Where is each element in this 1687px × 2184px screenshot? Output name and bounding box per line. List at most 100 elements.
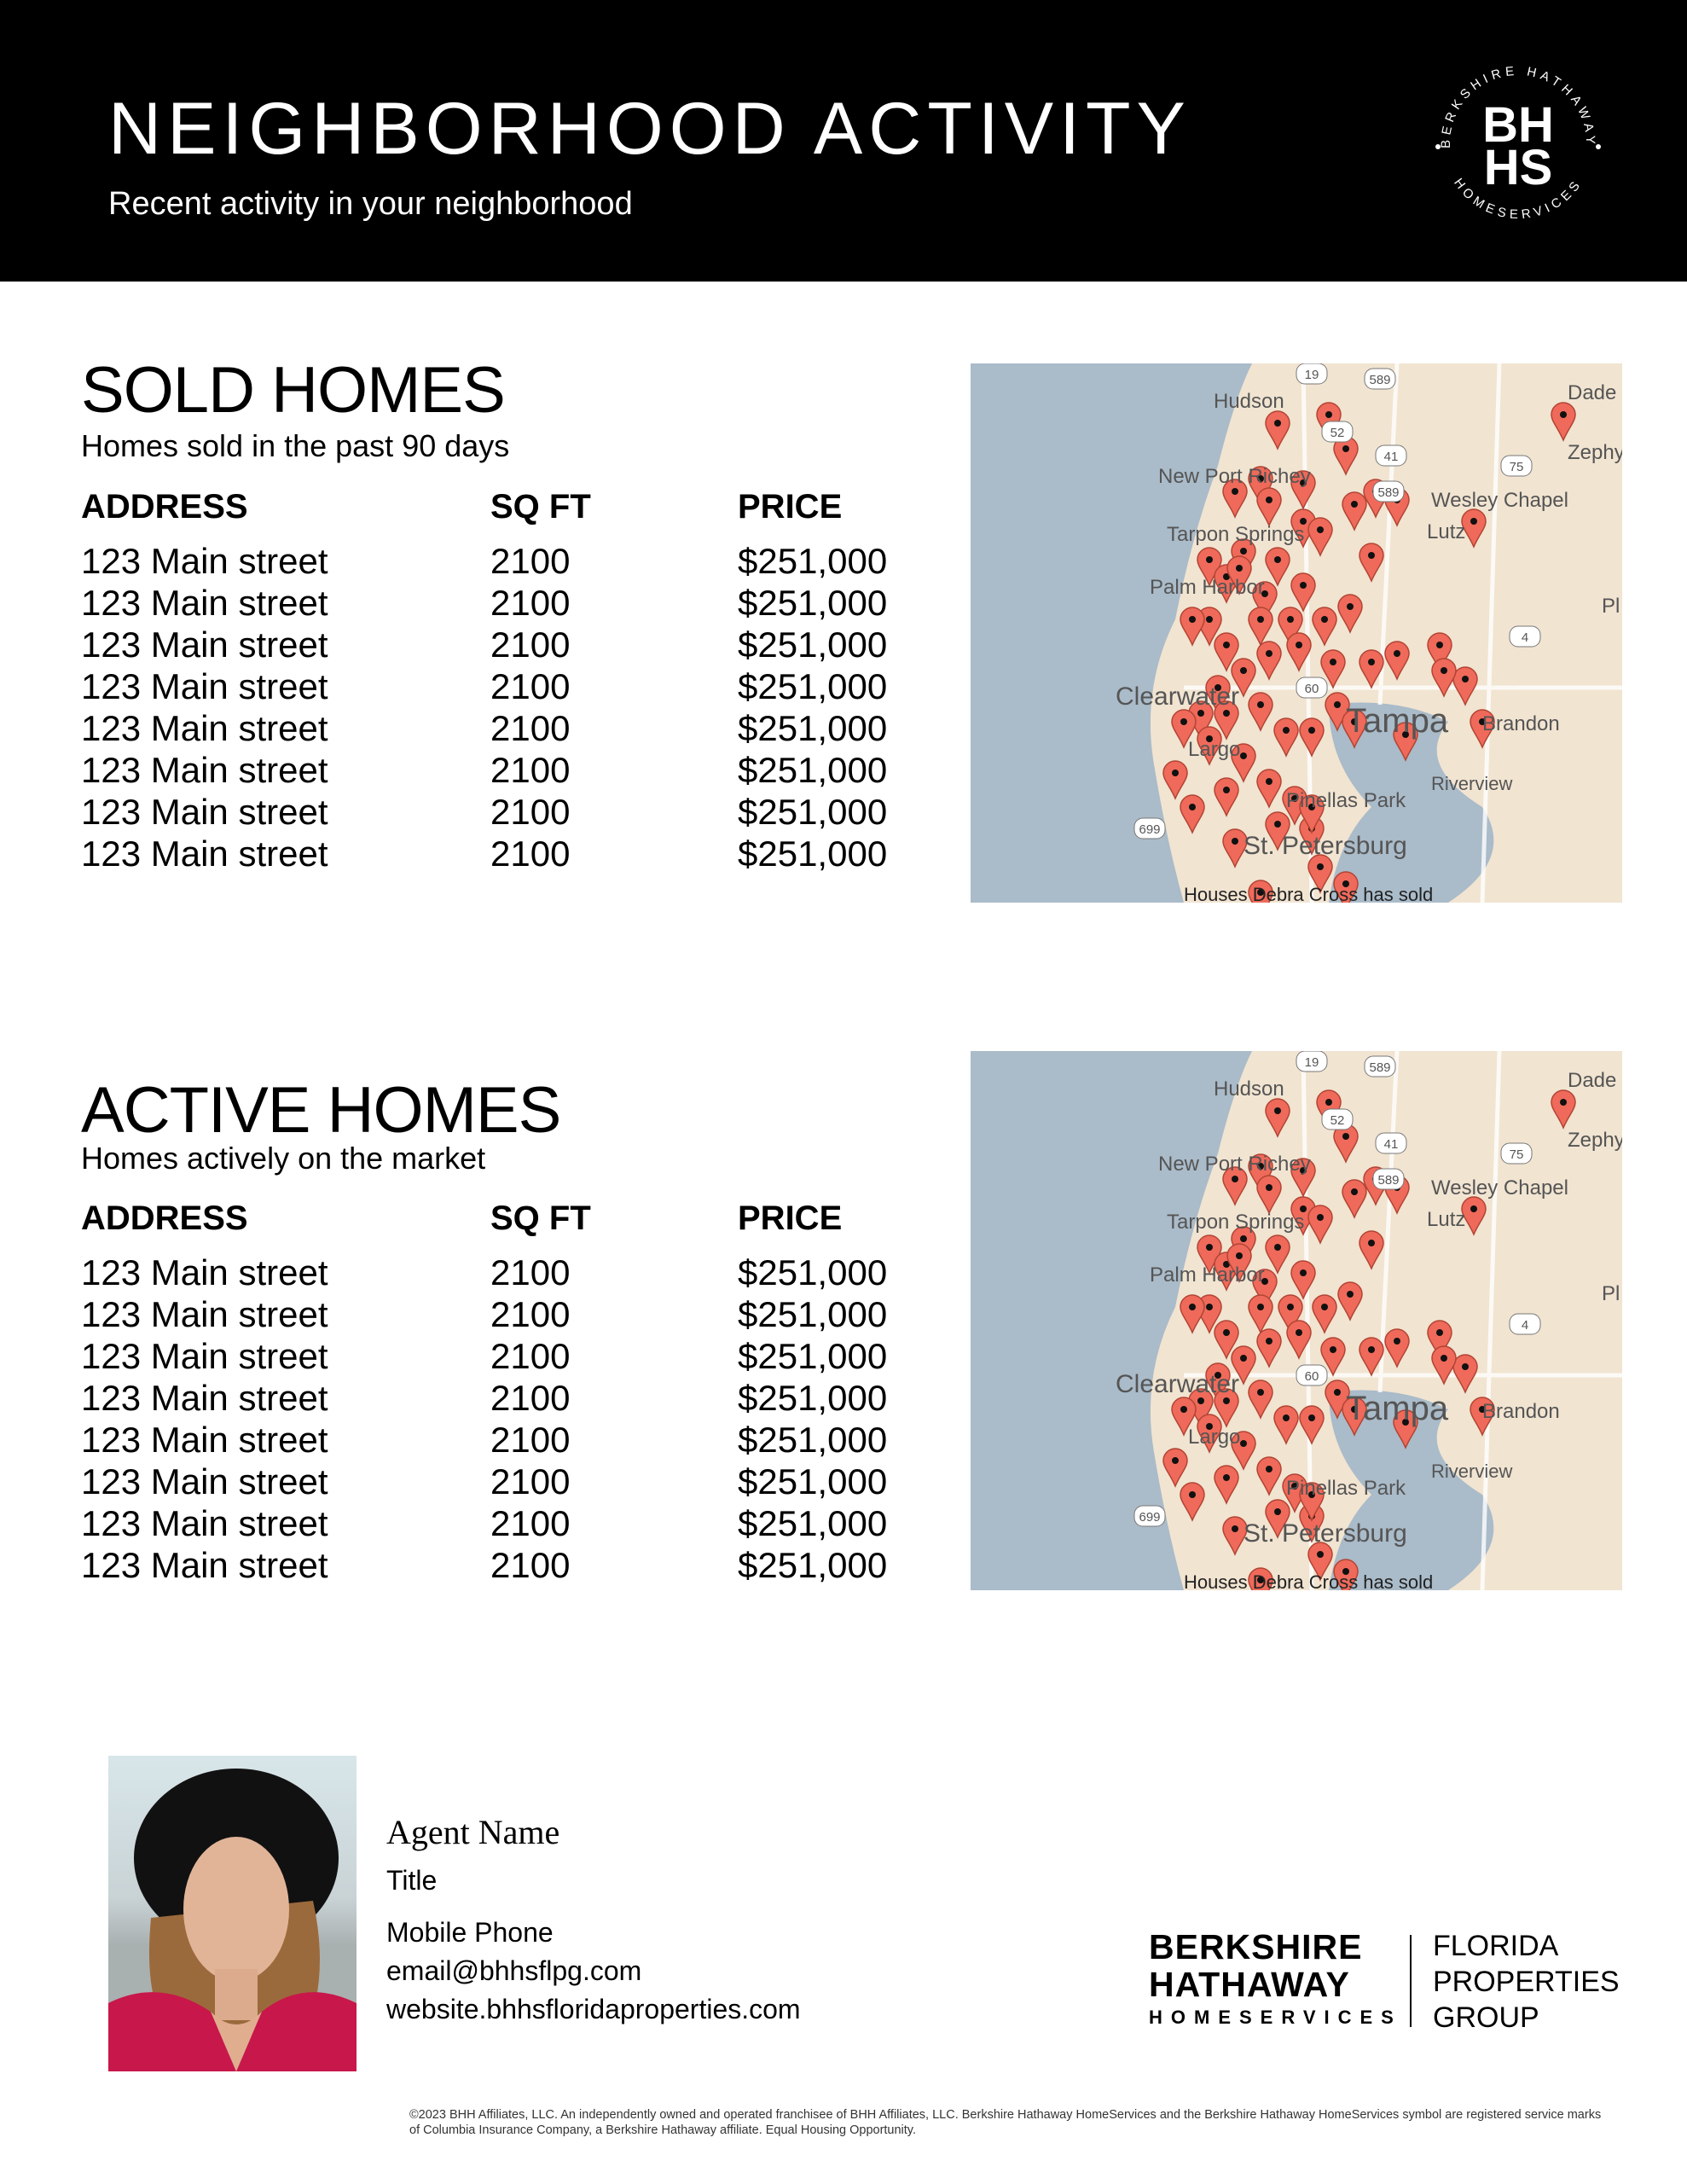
map-pin-icon[interactable]: [1252, 1269, 1278, 1309]
map-pin-icon[interactable]: [1171, 1397, 1197, 1437]
map-pin-icon[interactable]: [1256, 1328, 1282, 1368]
map-pin-icon[interactable]: [1312, 1294, 1337, 1334]
map-pin-icon[interactable]: [1333, 1559, 1359, 1590]
map-pin-icon[interactable]: [1299, 1482, 1325, 1522]
map-pin-icon[interactable]: [1214, 700, 1239, 741]
map-pin-icon[interactable]: [1231, 1431, 1256, 1471]
map-pin-icon[interactable]: [1393, 1409, 1418, 1449]
agent-email[interactable]: email@bhhsflpg.com: [386, 1955, 642, 1986]
map-pin-icon[interactable]: [1256, 769, 1282, 809]
map-pin-icon[interactable]: [1231, 658, 1256, 698]
map-pin-icon[interactable]: [1290, 470, 1316, 510]
map-pin-icon[interactable]: [1342, 709, 1367, 749]
map-pin-icon[interactable]: [1162, 760, 1188, 800]
map-pin-icon[interactable]: [1214, 777, 1239, 817]
map-pin-icon[interactable]: [1551, 402, 1576, 442]
map-pin-icon[interactable]: [1205, 1362, 1231, 1403]
map-pin-icon[interactable]: [1333, 871, 1359, 903]
map-pin-icon[interactable]: [1171, 709, 1197, 749]
map-pin-icon[interactable]: [1359, 543, 1384, 583]
map-pin-icon[interactable]: [1226, 555, 1252, 595]
map-pin-icon[interactable]: [1470, 709, 1495, 749]
map-pin-icon[interactable]: [1248, 607, 1273, 647]
map-pin-icon[interactable]: [1265, 547, 1290, 587]
map-pin-icon[interactable]: [1214, 1320, 1239, 1360]
map-pin-icon[interactable]: [1222, 1516, 1248, 1556]
map-pin-icon[interactable]: [1214, 632, 1239, 672]
map-pin-icon[interactable]: [1393, 722, 1418, 762]
map-pin-icon[interactable]: [1342, 1397, 1367, 1437]
map-pin-icon[interactable]: [1452, 666, 1478, 706]
map-pin-icon[interactable]: [1461, 1196, 1487, 1236]
map-pin-icon[interactable]: [1231, 743, 1256, 783]
map-pin-icon[interactable]: [1248, 466, 1273, 506]
map-pin-icon[interactable]: [1312, 607, 1337, 647]
active-homes-map[interactable]: 19 589 52 41 75 589 60 4 699 Hudson Dade Ci New Por…: [971, 1051, 1622, 1590]
map-pin-icon[interactable]: [1180, 607, 1205, 647]
map-pin-icon[interactable]: [1162, 1448, 1188, 1488]
sold-homes-map[interactable]: 19 589 52 41 75 589 60 4 699 Hudson Dade Ci New Por…: [971, 363, 1622, 903]
map-pin-icon[interactable]: [1252, 581, 1278, 621]
map-pin-icon[interactable]: [1222, 479, 1248, 519]
map-pin-icon[interactable]: [1427, 1320, 1452, 1360]
map-pin-icon[interactable]: [1248, 1294, 1273, 1334]
map-pin-icon[interactable]: [1273, 717, 1299, 758]
map-pin-icon[interactable]: [1214, 1465, 1239, 1505]
map-pin-icon[interactable]: [1551, 1089, 1576, 1130]
map-pin-icon[interactable]: [1256, 1175, 1282, 1215]
map-pin-icon[interactable]: [1180, 794, 1205, 834]
agent-website[interactable]: website.bhhsfloridaproperties.com: [386, 1994, 801, 2024]
map-pin-icon[interactable]: [1384, 1328, 1410, 1368]
map-pin-icon[interactable]: [1278, 1294, 1303, 1334]
map-pin-icon[interactable]: [1452, 1354, 1478, 1394]
map-pin-icon[interactable]: [1265, 811, 1290, 851]
map-pin-icon[interactable]: [1265, 1098, 1290, 1138]
map-pin-icon[interactable]: [1222, 828, 1248, 868]
map-pin-icon[interactable]: [1290, 1158, 1316, 1198]
map-pin-icon[interactable]: [1256, 1456, 1282, 1496]
map-pin-icon[interactable]: [1359, 1337, 1384, 1377]
map-pin-icon[interactable]: [1307, 517, 1333, 557]
map-pin-icon[interactable]: [1461, 508, 1487, 549]
map-pin-icon[interactable]: [1197, 726, 1222, 766]
map-pin-icon[interactable]: [1337, 594, 1363, 634]
map-pin-icon[interactable]: [1222, 1166, 1248, 1206]
map-pin-icon[interactable]: [1273, 1405, 1299, 1445]
map-pin-icon[interactable]: [1180, 1482, 1205, 1522]
map-pin-icon[interactable]: [1337, 1281, 1363, 1321]
map-pin-icon[interactable]: [1342, 491, 1367, 531]
agent-phone[interactable]: Mobile Phone: [386, 1917, 554, 1948]
map-pin-icon[interactable]: [1265, 1234, 1290, 1275]
map-pin-icon[interactable]: [1307, 1542, 1333, 1582]
map-pin-icon[interactable]: [1470, 1397, 1495, 1437]
map-pin-icon[interactable]: [1431, 658, 1457, 698]
map-pin-icon[interactable]: [1431, 1345, 1457, 1385]
map-pin-icon[interactable]: [1427, 632, 1452, 672]
map-pin-icon[interactable]: [1307, 854, 1333, 894]
map-pin-icon[interactable]: [1286, 1320, 1312, 1360]
map-pin-icon[interactable]: [1359, 649, 1384, 689]
map-pin-icon[interactable]: [1359, 1230, 1384, 1270]
map-pin-icon[interactable]: [1278, 607, 1303, 647]
map-pin-icon[interactable]: [1248, 1153, 1273, 1194]
map-pin-icon[interactable]: [1299, 794, 1325, 834]
map-pin-icon[interactable]: [1226, 1243, 1252, 1283]
map-pin-icon[interactable]: [1248, 1567, 1273, 1590]
map-pin-icon[interactable]: [1286, 632, 1312, 672]
map-pin-icon[interactable]: [1265, 410, 1290, 450]
map-pin-icon[interactable]: [1248, 1380, 1273, 1420]
map-pin-icon[interactable]: [1256, 487, 1282, 527]
map-pin-icon[interactable]: [1205, 675, 1231, 715]
map-pin-icon[interactable]: [1290, 572, 1316, 613]
map-pin-icon[interactable]: [1384, 641, 1410, 681]
map-pin-icon[interactable]: [1256, 641, 1282, 681]
map-pin-icon[interactable]: [1299, 717, 1325, 758]
map-pin-icon[interactable]: [1299, 1405, 1325, 1445]
map-pin-icon[interactable]: [1307, 1205, 1333, 1245]
map-pin-icon[interactable]: [1231, 1345, 1256, 1385]
map-pin-icon[interactable]: [1320, 649, 1346, 689]
map-pin-icon[interactable]: [1180, 1294, 1205, 1334]
map-pin-icon[interactable]: [1265, 1499, 1290, 1539]
map-pin-icon[interactable]: [1197, 1414, 1222, 1454]
map-pin-icon[interactable]: [1290, 1260, 1316, 1300]
